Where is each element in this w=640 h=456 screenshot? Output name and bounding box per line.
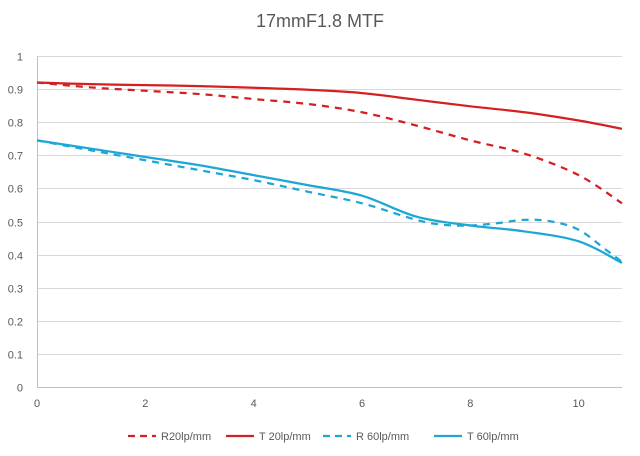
y-tick-label: 0.4 xyxy=(8,251,23,263)
grid-layer xyxy=(37,56,622,355)
chart-title: 17mmF1.8 MTF xyxy=(256,11,384,31)
x-tick-label: 4 xyxy=(251,398,257,410)
y-tick-label: 0.8 xyxy=(8,118,23,130)
legend-label: T 20lp/mm xyxy=(259,431,311,443)
series-line-2 xyxy=(36,81,623,130)
axis-layer: 00.10.20.30.40.50.60.70.80.910 2 4 6 8 10 xyxy=(8,52,622,410)
x-tick-label: 0 xyxy=(34,398,40,410)
y-tick-label: 0.2 xyxy=(8,317,23,329)
x-tick-label: 10 xyxy=(573,398,585,410)
legend-label: R20lp/mm xyxy=(161,431,211,443)
y-tick-label: 0.3 xyxy=(8,284,23,296)
legend-label: R 60lp/mm xyxy=(356,431,409,443)
y-tick-label: 0.1 xyxy=(8,350,23,362)
y-tick-label: 0.9 xyxy=(8,85,23,97)
y-tick-label: 0.5 xyxy=(8,218,23,230)
y-tick-label: 0.6 xyxy=(8,184,23,196)
x-tick-label: 8 xyxy=(467,398,473,410)
series-line-1 xyxy=(36,81,623,205)
series-line-4 xyxy=(36,139,623,264)
y-tick-label: 0 xyxy=(17,383,23,395)
x-tick-label: 2 xyxy=(142,398,148,410)
series-line-3 xyxy=(36,139,623,263)
legend-label: T 60lp/mm xyxy=(467,431,519,443)
legend: R20lp/mm T 20lp/mm R 60lp/mm T 60lp/mm xyxy=(128,431,519,443)
x-tick-label: 6 xyxy=(359,398,365,410)
series-layer xyxy=(36,81,623,264)
y-tick-label: 0.7 xyxy=(8,151,23,163)
y-tick-label: 1 xyxy=(17,52,23,64)
